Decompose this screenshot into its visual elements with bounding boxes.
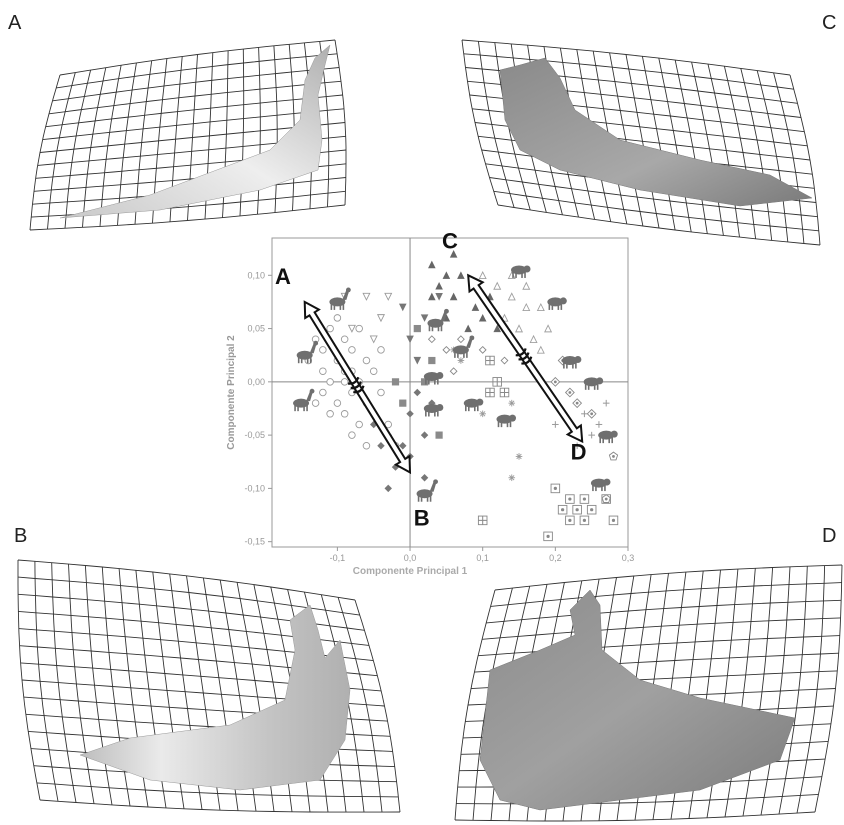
data-point [327,411,334,418]
data-point [500,388,509,397]
data-point [341,411,348,418]
y-tick-label: -0,10 [244,483,265,493]
data-point [479,411,486,418]
data-point [320,368,327,375]
data-point [580,495,589,504]
data-point [486,356,495,365]
data-point [429,357,436,364]
data-point [349,432,356,439]
y-tick-label: 0,10 [247,270,265,280]
data-point [573,505,582,514]
data-point [399,400,406,407]
data-point [327,379,334,386]
data-point [356,325,363,332]
data-point [436,432,443,439]
x-tick-label: 0,3 [622,553,635,563]
x-axis-label: Componente Principal 1 [353,566,468,577]
data-point [334,400,341,407]
x-tick-label: -0,1 [330,553,346,563]
data-point [334,315,341,322]
data-point [486,388,495,397]
x-tick-label: 0,1 [476,553,489,563]
data-point [341,336,348,343]
data-point [566,516,575,525]
x-tick-label: 0,2 [549,553,562,563]
data-point [516,453,523,460]
data-point [363,442,370,449]
data-point [320,389,327,396]
data-point [551,484,560,493]
data-point [341,379,348,386]
data-point [458,357,465,364]
data-point [508,474,515,481]
y-axis-label: Componente Principal 2 [226,335,237,450]
x-tick-label: 0,0 [404,553,417,563]
annotation-a: A [275,264,291,289]
data-point [327,325,334,332]
data-point [392,379,399,386]
data-point [566,495,575,504]
data-point [378,389,385,396]
data-point [478,516,487,525]
y-tick-label: 0,05 [247,324,265,334]
data-point [312,400,319,407]
data-point [580,516,589,525]
data-point [414,325,421,332]
annotation-c: C [442,229,458,254]
data-point [558,505,567,514]
data-point [544,532,553,541]
annotation-d: D [571,440,587,465]
data-point [356,421,363,428]
data-point [370,368,377,375]
data-point [378,347,385,354]
data-point [609,516,618,525]
y-tick-label: -0,15 [244,537,265,547]
data-point [363,357,370,364]
data-point [320,347,327,354]
annotation-b: B [414,506,430,531]
data-point [493,378,502,387]
data-point [349,347,356,354]
y-tick-label: -0,05 [244,430,265,440]
data-point [508,400,515,407]
data-point [587,505,596,514]
y-tick-label: 0,00 [247,377,265,387]
